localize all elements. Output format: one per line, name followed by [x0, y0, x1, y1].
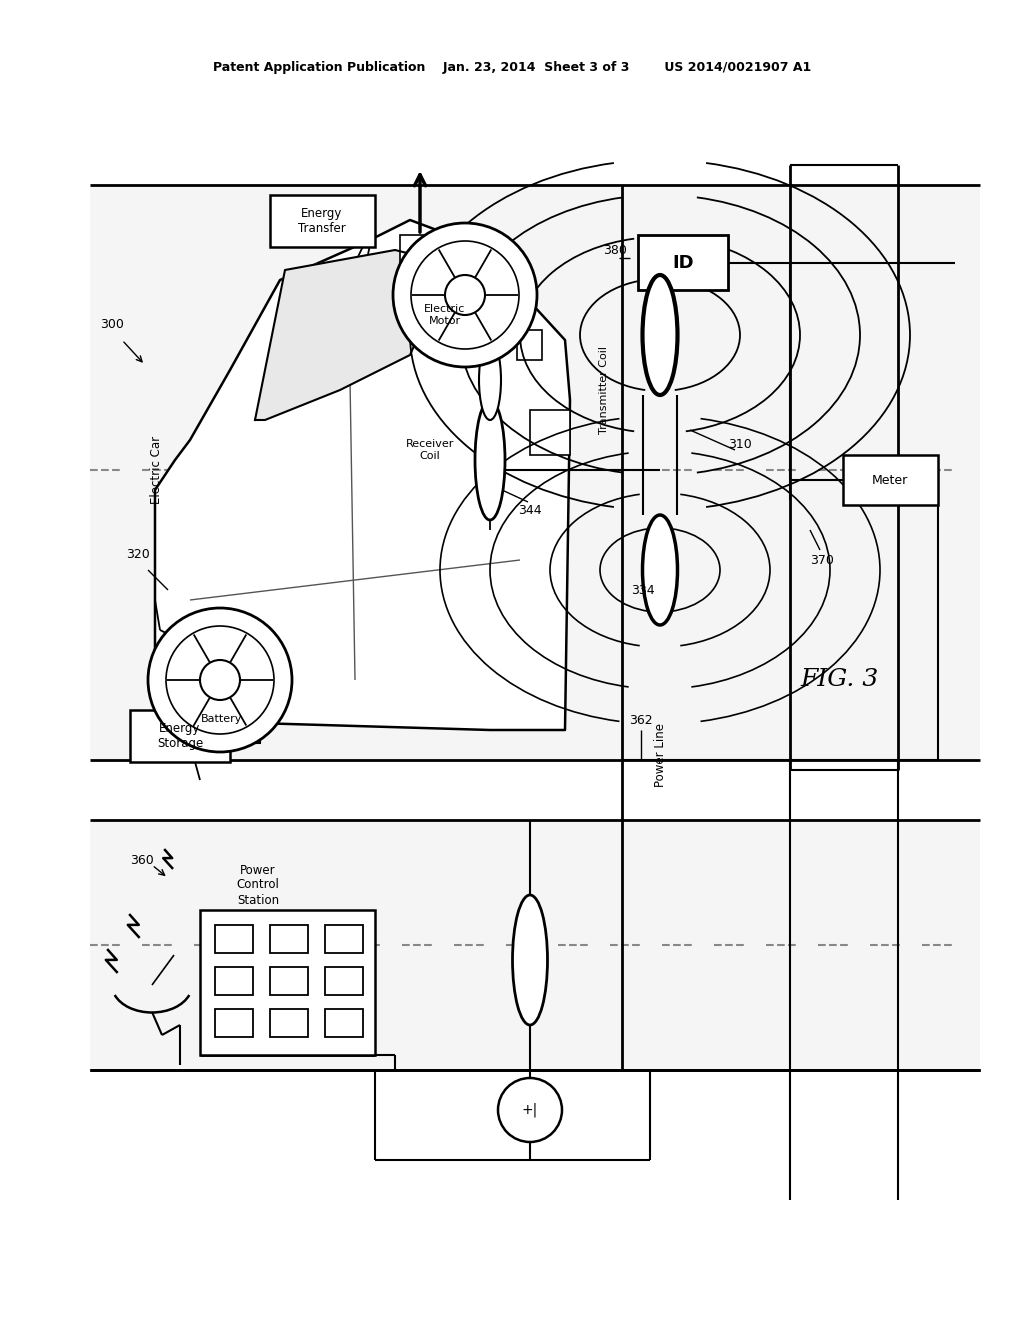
Text: +|: +|: [522, 1102, 539, 1117]
Ellipse shape: [642, 515, 678, 624]
Text: FIG. 3: FIG. 3: [801, 668, 880, 692]
Bar: [90, 185, 980, 760]
Circle shape: [445, 275, 485, 315]
Text: ID: ID: [672, 253, 694, 272]
Circle shape: [393, 223, 537, 367]
Ellipse shape: [512, 895, 548, 1026]
Text: 310: 310: [728, 438, 752, 451]
Text: 360: 360: [130, 854, 154, 866]
Bar: [530, 411, 570, 455]
Bar: [270, 968, 308, 995]
Bar: [270, 925, 308, 953]
Polygon shape: [255, 249, 430, 420]
Text: Battery: Battery: [202, 714, 243, 723]
Bar: [215, 968, 253, 995]
Bar: [270, 1008, 308, 1038]
Circle shape: [166, 626, 274, 734]
Circle shape: [148, 609, 292, 752]
Bar: [90, 820, 980, 1071]
Text: Power
Control
Station: Power Control Station: [237, 863, 280, 907]
Bar: [130, 710, 230, 762]
Text: 362: 362: [629, 714, 653, 726]
Circle shape: [411, 242, 519, 348]
Circle shape: [200, 660, 240, 700]
Bar: [215, 1008, 253, 1038]
Text: Electric Car: Electric Car: [150, 436, 163, 504]
Text: Electric
Motor: Electric Motor: [424, 304, 466, 326]
Bar: [325, 968, 362, 995]
Text: Patent Application Publication    Jan. 23, 2014  Sheet 3 of 3        US 2014/002: Patent Application Publication Jan. 23, …: [213, 62, 811, 74]
Text: Power Line: Power Line: [653, 723, 667, 787]
Ellipse shape: [479, 341, 501, 420]
Text: Energy
Transfer: Energy Transfer: [298, 207, 346, 235]
Text: 320: 320: [126, 549, 150, 561]
Bar: [325, 925, 362, 953]
Bar: [185, 696, 260, 743]
Polygon shape: [155, 220, 570, 730]
Text: Receiver
Coil: Receiver Coil: [406, 440, 455, 461]
Text: 380: 380: [603, 243, 627, 256]
Text: Meter: Meter: [871, 474, 908, 487]
Text: 344: 344: [518, 503, 542, 516]
Bar: [325, 1008, 362, 1038]
Text: Transmitter Coil: Transmitter Coil: [599, 346, 609, 434]
Bar: [517, 330, 542, 360]
Bar: [638, 235, 728, 290]
Ellipse shape: [642, 275, 678, 395]
Text: 370: 370: [810, 553, 834, 566]
Circle shape: [498, 1078, 562, 1142]
Bar: [843, 455, 938, 506]
Bar: [400, 235, 440, 265]
Bar: [200, 909, 375, 1055]
Text: Energy
Storage: Energy Storage: [157, 722, 203, 750]
Bar: [155, 660, 195, 715]
Text: 300: 300: [100, 318, 124, 331]
Bar: [215, 925, 253, 953]
Text: 334: 334: [631, 583, 654, 597]
Bar: [270, 195, 375, 247]
Ellipse shape: [475, 400, 505, 520]
